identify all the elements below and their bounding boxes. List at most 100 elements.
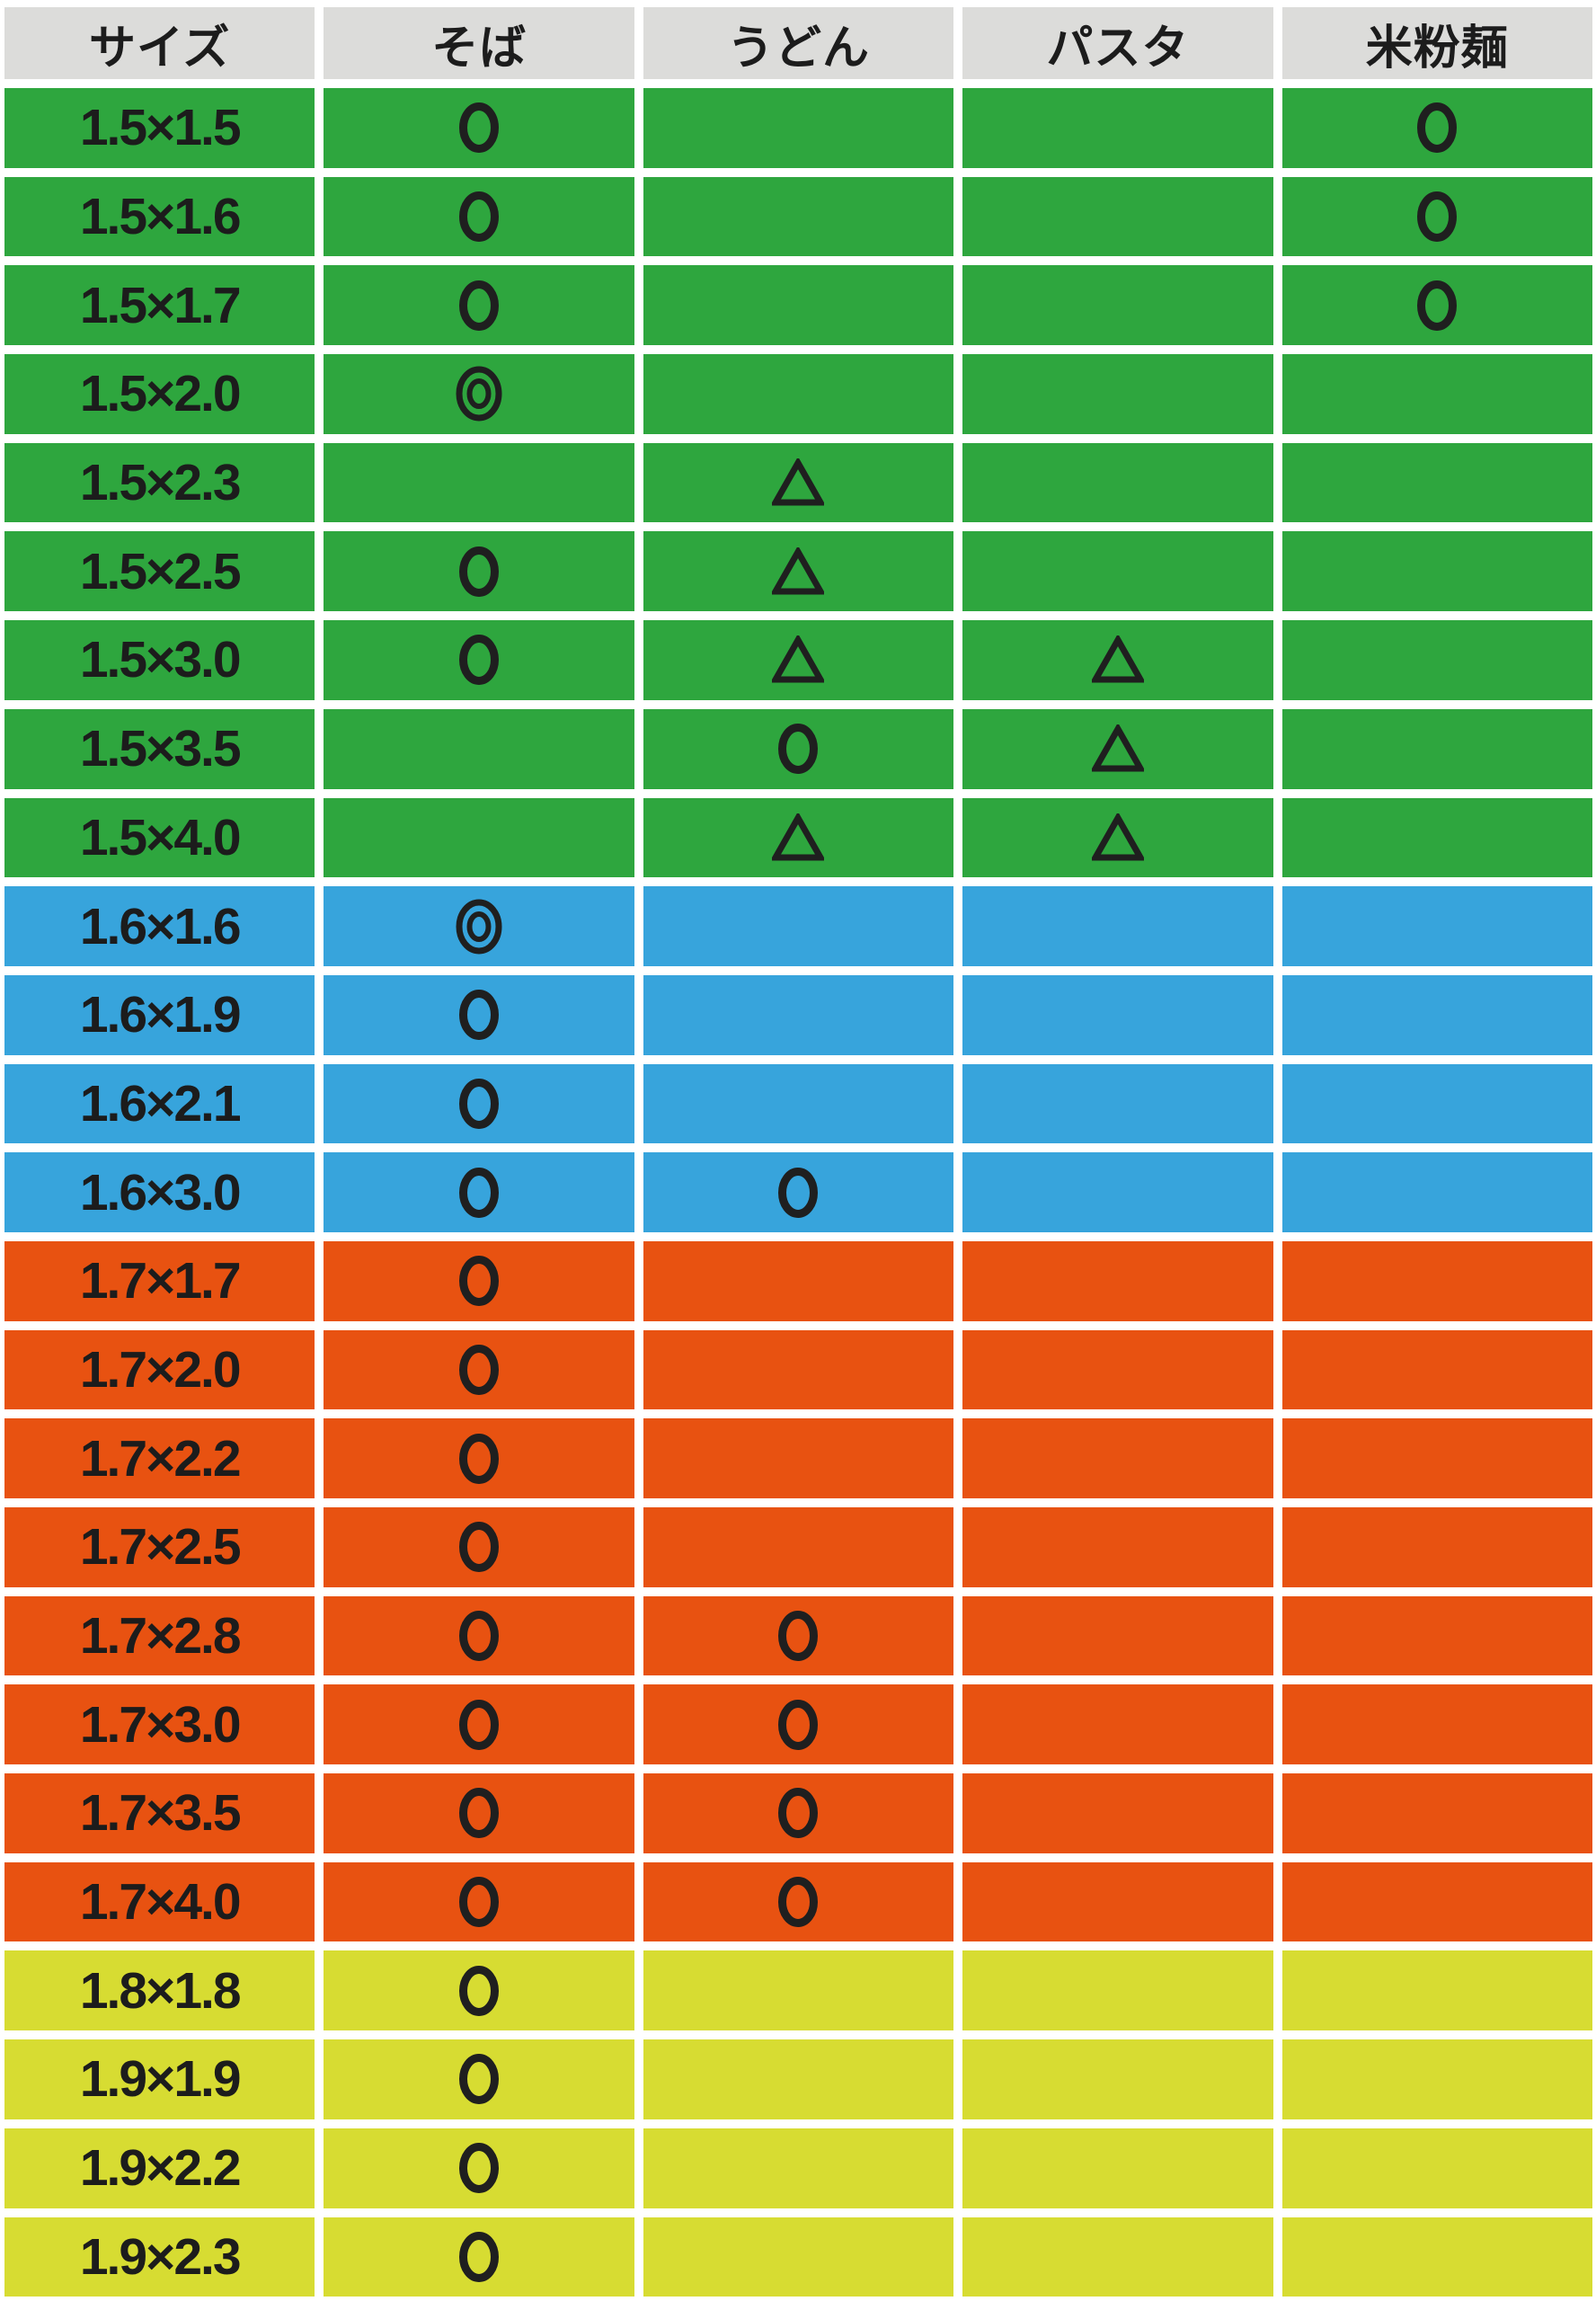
table-row: 1.5×1.5 — [4, 88, 1592, 168]
soba-cell — [324, 354, 634, 434]
pasta-cell — [962, 354, 1273, 434]
udon-cell — [643, 1507, 954, 1587]
soba-cell — [324, 797, 634, 878]
circle-icon — [459, 2054, 500, 2105]
rice-noodle-cell — [1281, 1063, 1592, 1144]
pasta-cell — [962, 531, 1273, 612]
udon-cell — [643, 88, 954, 168]
soba-cell — [324, 620, 634, 700]
triangle-icon — [772, 546, 825, 595]
rice-noodle-cell — [1281, 531, 1592, 612]
circle-icon — [459, 191, 500, 243]
size-cell: 1.7×2.8 — [4, 1595, 315, 1676]
size-cell: 1.5×1.5 — [4, 88, 315, 168]
table-row: 1.7×1.7 — [4, 1240, 1592, 1321]
soba-cell — [324, 1063, 634, 1144]
table-body: 1.5×1.5 1.5×1.6 1.5×1.7 1.5×2.0 1.5×2.3 1.5×2… — [4, 88, 1592, 2297]
table-row: 1.7×3.0 — [4, 1684, 1592, 1765]
soba-cell — [324, 88, 634, 168]
pasta-cell — [962, 974, 1273, 1055]
triangle-icon — [772, 813, 825, 861]
circle-icon — [778, 724, 819, 775]
table-row: 1.5×1.6 — [4, 176, 1592, 257]
udon-cell — [643, 1595, 954, 1676]
soba-cell — [324, 2217, 634, 2297]
circle-icon — [459, 1877, 500, 1928]
udon-cell — [643, 531, 954, 612]
udon-cell — [643, 1684, 954, 1765]
circle-icon — [1417, 280, 1458, 331]
udon-cell — [643, 1773, 954, 1853]
pasta-cell — [962, 1063, 1273, 1144]
circle-icon — [459, 2231, 500, 2282]
size-cell: 1.5×1.7 — [4, 265, 315, 346]
table-row: 1.5×2.3 — [4, 442, 1592, 523]
circle-icon — [459, 546, 500, 597]
triangle-icon — [1091, 813, 1144, 861]
circle-icon — [459, 1699, 500, 1750]
pasta-cell — [962, 265, 1273, 346]
column-header-rice-noodle: 米粉麺 — [1281, 7, 1592, 79]
soba-cell — [324, 442, 634, 523]
noodle-size-compatibility-table: サイズ そば うどん パスタ 米粉麺 1.5×1.5 1.5×1.6 1.5×1.7… — [4, 7, 1592, 2297]
table-row: 1.5×3.0 — [4, 620, 1592, 700]
table-row: 1.8×1.8 — [4, 1950, 1592, 2031]
soba-cell — [324, 2039, 634, 2119]
double-circle-icon — [456, 366, 502, 422]
table-row: 1.6×1.6 — [4, 886, 1592, 966]
pasta-cell — [962, 1152, 1273, 1232]
pasta-cell — [962, 88, 1273, 168]
table-row: 1.9×2.3 — [4, 2217, 1592, 2297]
triangle-icon — [772, 635, 825, 683]
pasta-cell — [962, 1861, 1273, 1942]
pasta-cell — [962, 2128, 1273, 2208]
pasta-cell — [962, 797, 1273, 878]
pasta-cell — [962, 1418, 1273, 1498]
pasta-cell — [962, 176, 1273, 257]
rice-noodle-cell — [1281, 2039, 1592, 2119]
rice-noodle-cell — [1281, 1507, 1592, 1587]
size-cell: 1.7×2.0 — [4, 1329, 315, 1410]
pasta-cell — [962, 886, 1273, 966]
rice-noodle-cell — [1281, 354, 1592, 434]
soba-cell — [324, 1595, 634, 1676]
rice-noodle-cell — [1281, 708, 1592, 789]
size-cell: 1.5×3.0 — [4, 620, 315, 700]
soba-cell — [324, 176, 634, 257]
size-cell: 1.7×1.7 — [4, 1240, 315, 1321]
rice-noodle-cell — [1281, 2128, 1592, 2208]
size-cell: 1.5×2.3 — [4, 442, 315, 523]
soba-cell — [324, 1773, 634, 1853]
udon-cell — [643, 2039, 954, 2119]
udon-cell — [643, 2128, 954, 2208]
size-cell: 1.7×2.2 — [4, 1418, 315, 1498]
circle-icon — [459, 1611, 500, 1662]
rice-noodle-cell — [1281, 265, 1592, 346]
circle-icon — [459, 1167, 500, 1218]
udon-cell — [643, 1418, 954, 1498]
soba-cell — [324, 1684, 634, 1765]
udon-cell — [643, 886, 954, 966]
rice-noodle-cell — [1281, 176, 1592, 257]
rice-noodle-cell — [1281, 1329, 1592, 1410]
circle-icon — [459, 1965, 500, 2016]
circle-icon — [459, 102, 500, 154]
column-header-udon: うどん — [643, 7, 954, 79]
column-header-size: サイズ — [4, 7, 315, 79]
table-row: 1.5×1.7 — [4, 265, 1592, 346]
rice-noodle-cell — [1281, 797, 1592, 878]
udon-cell — [643, 797, 954, 878]
table-row: 1.7×3.5 — [4, 1773, 1592, 1853]
udon-cell — [643, 265, 954, 346]
table-row: 1.5×3.5 — [4, 708, 1592, 789]
size-cell: 1.6×1.9 — [4, 974, 315, 1055]
soba-cell — [324, 1507, 634, 1587]
rice-noodle-cell — [1281, 886, 1592, 966]
rice-noodle-cell — [1281, 620, 1592, 700]
column-header-pasta: パスタ — [962, 7, 1273, 79]
udon-cell — [643, 442, 954, 523]
triangle-icon — [772, 458, 825, 506]
soba-cell — [324, 1950, 634, 2031]
soba-cell — [324, 1418, 634, 1498]
table-row: 1.5×2.5 — [4, 531, 1592, 612]
